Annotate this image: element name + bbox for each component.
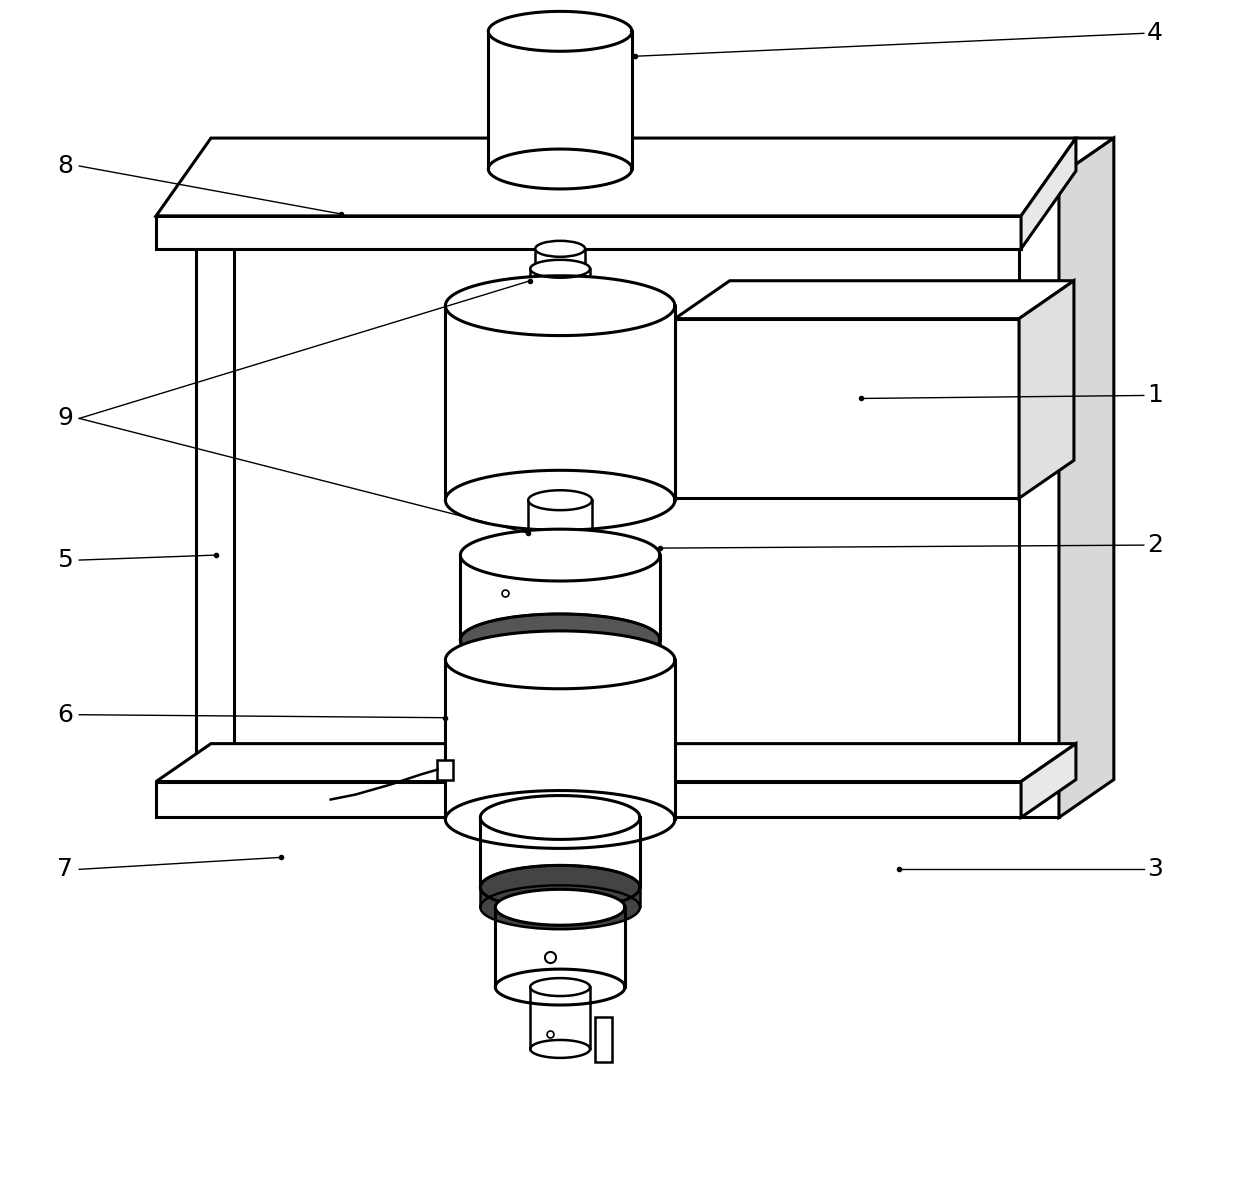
Polygon shape	[1021, 744, 1076, 818]
Polygon shape	[675, 281, 1074, 319]
Polygon shape	[1019, 281, 1074, 498]
Ellipse shape	[460, 634, 660, 686]
Polygon shape	[595, 1017, 613, 1062]
Text: 5: 5	[57, 549, 73, 572]
Text: 9: 9	[57, 406, 73, 430]
Ellipse shape	[480, 865, 640, 909]
Ellipse shape	[460, 530, 660, 581]
Polygon shape	[156, 216, 1021, 249]
Polygon shape	[536, 249, 585, 269]
Polygon shape	[1019, 139, 1114, 177]
Ellipse shape	[528, 545, 591, 565]
Ellipse shape	[460, 614, 660, 666]
Ellipse shape	[495, 969, 625, 1005]
Polygon shape	[1019, 177, 1059, 818]
Text: 6: 6	[57, 703, 73, 726]
Polygon shape	[1059, 139, 1114, 818]
Polygon shape	[531, 987, 590, 1049]
Polygon shape	[480, 888, 640, 908]
Ellipse shape	[495, 889, 625, 925]
Polygon shape	[1021, 139, 1076, 249]
Polygon shape	[528, 500, 591, 555]
Polygon shape	[438, 760, 454, 780]
Polygon shape	[156, 744, 1076, 782]
Polygon shape	[196, 177, 234, 818]
Ellipse shape	[489, 149, 632, 188]
Polygon shape	[675, 319, 1019, 498]
Polygon shape	[156, 139, 1076, 216]
Text: 7: 7	[57, 858, 73, 882]
Ellipse shape	[460, 614, 660, 666]
Polygon shape	[460, 640, 660, 660]
Ellipse shape	[480, 795, 640, 839]
Ellipse shape	[445, 470, 675, 530]
Ellipse shape	[531, 296, 590, 315]
Ellipse shape	[531, 260, 590, 277]
Polygon shape	[531, 269, 590, 306]
Ellipse shape	[528, 491, 591, 511]
Ellipse shape	[445, 276, 675, 335]
Ellipse shape	[489, 12, 632, 51]
Ellipse shape	[445, 630, 675, 688]
Polygon shape	[480, 818, 640, 888]
Ellipse shape	[531, 978, 590, 997]
Ellipse shape	[531, 1040, 590, 1058]
Polygon shape	[460, 555, 660, 640]
Text: 8: 8	[57, 154, 73, 178]
Text: 2: 2	[1147, 533, 1163, 557]
Polygon shape	[495, 908, 625, 987]
Ellipse shape	[480, 885, 640, 929]
Polygon shape	[156, 782, 1021, 818]
Text: 3: 3	[1147, 858, 1163, 882]
Text: 1: 1	[1147, 384, 1163, 408]
Ellipse shape	[480, 865, 640, 909]
Text: 4: 4	[1147, 21, 1163, 45]
Ellipse shape	[445, 790, 675, 848]
Polygon shape	[489, 31, 632, 169]
Ellipse shape	[536, 261, 585, 277]
Polygon shape	[445, 306, 675, 500]
Ellipse shape	[536, 241, 585, 257]
Polygon shape	[445, 660, 675, 820]
